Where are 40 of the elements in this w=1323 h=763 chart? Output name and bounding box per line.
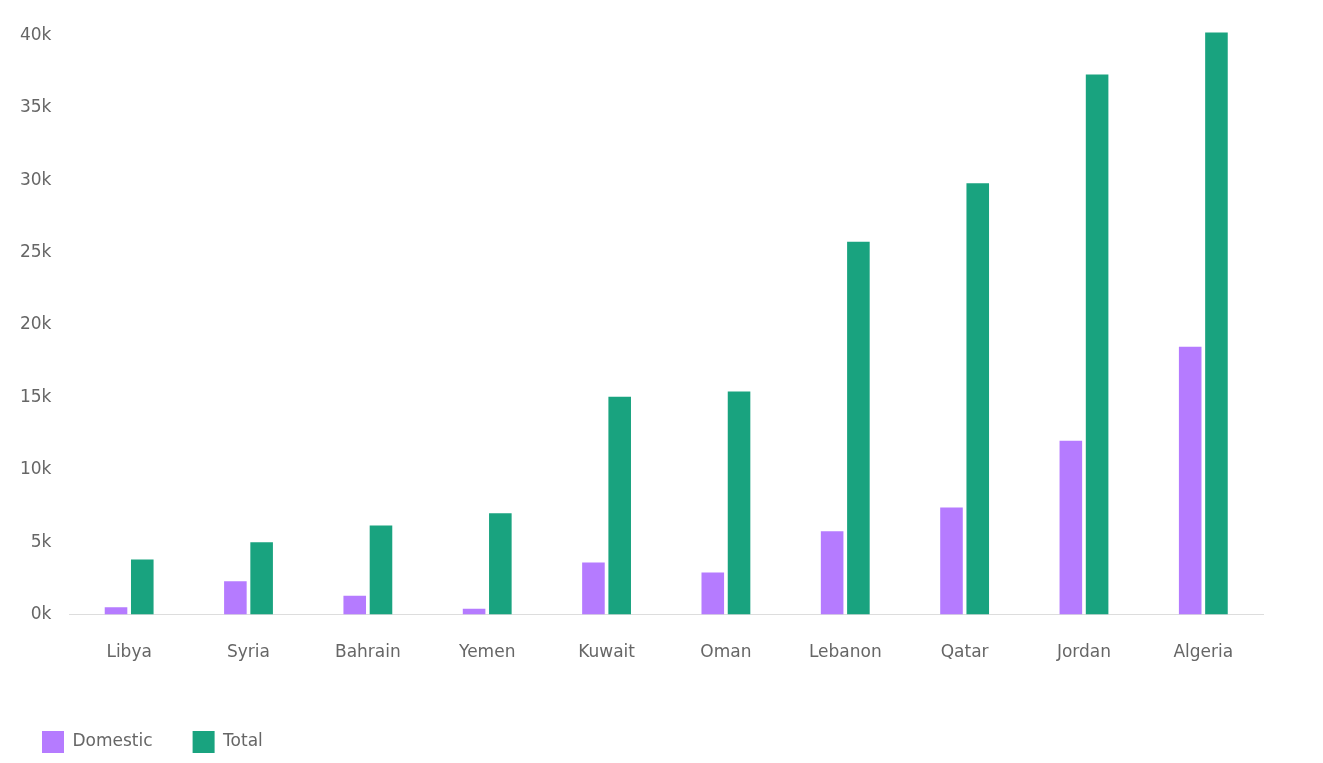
x-tick-label: Algeria [1173, 641, 1234, 662]
bar [1085, 74, 1109, 615]
y-tick-label: 15k [19, 385, 52, 406]
bar [489, 513, 512, 615]
bar [104, 607, 128, 615]
bar [1205, 32, 1228, 615]
bar [701, 572, 725, 615]
bar [820, 531, 844, 615]
bar [608, 396, 631, 615]
bar [343, 595, 367, 615]
y-tick-label: 40k [19, 23, 52, 44]
x-tick-label: Lebanon [808, 641, 882, 662]
x-tick-label: Bahrain [334, 641, 401, 662]
x-tick-label: Syria [227, 641, 270, 662]
y-tick-label: 20k [19, 313, 52, 334]
y-tick-label: 35k [19, 96, 52, 117]
bar [1059, 440, 1083, 615]
bar [250, 542, 273, 615]
x-tick-label: Qatar [940, 641, 989, 662]
x-tick-label: Oman [700, 641, 752, 662]
x-tick-label: Jordan [1055, 641, 1112, 662]
bar [582, 562, 605, 615]
x-tick-label: Yemen [458, 641, 516, 662]
bar [847, 241, 870, 615]
y-tick-label: 25k [19, 241, 52, 262]
legend-label: Total [222, 730, 263, 751]
y-tick-label: 10k [19, 458, 52, 479]
y-tick-label: 5k [30, 530, 52, 551]
y-tick-label: 30k [19, 168, 52, 189]
y-tick-label: 0k [30, 603, 52, 624]
bar [130, 559, 154, 615]
bar [224, 581, 247, 615]
x-tick-label: Libya [106, 641, 152, 662]
bar [727, 391, 751, 615]
legend-label: Domestic [72, 730, 153, 751]
bar [940, 507, 963, 615]
x-tick-label: Kuwait [578, 641, 636, 662]
bar [966, 183, 990, 615]
bar [1178, 346, 1202, 615]
bar [369, 525, 393, 615]
